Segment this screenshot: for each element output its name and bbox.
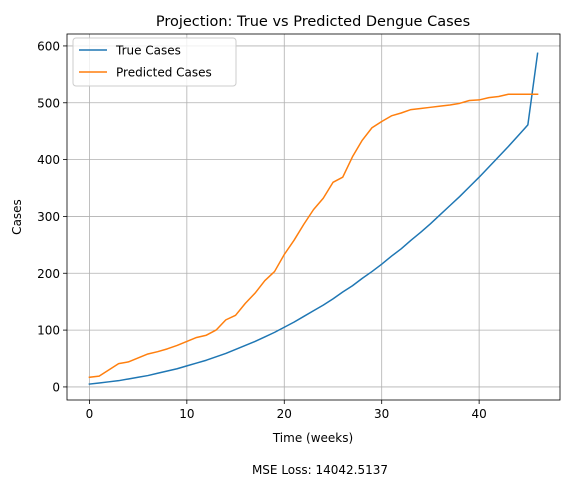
series-layer xyxy=(88,52,539,385)
legend-label-true-cases: True Cases xyxy=(115,44,181,58)
x-axis-label: Time (weeks) xyxy=(272,431,353,445)
y-tick-label: 500 xyxy=(37,96,60,110)
y-tick-label: 300 xyxy=(37,210,60,224)
y-axis-label: Cases xyxy=(10,199,24,235)
x-tick-label: 30 xyxy=(374,407,389,421)
y-tick-label: 400 xyxy=(37,153,60,167)
plot-background xyxy=(67,34,560,400)
x-axis: 0 10 20 30 40 xyxy=(86,400,487,421)
series-line-predicted-cases xyxy=(88,93,539,379)
mse-loss-caption: MSE Loss: 14042.5137 xyxy=(252,463,388,477)
y-tick-label: 600 xyxy=(37,39,60,53)
y-tick-label: 0 xyxy=(52,380,60,394)
x-tick-label: 10 xyxy=(179,407,194,421)
x-tick-label: 20 xyxy=(277,407,292,421)
y-axis: 0 100 200 300 400 500 600 xyxy=(37,39,67,394)
axes-frame xyxy=(66,33,561,401)
y-tick-label: 100 xyxy=(37,324,60,338)
x-tick-label: 0 xyxy=(86,407,94,421)
chart-title: Projection: True vs Predicted Dengue Cas… xyxy=(156,14,470,30)
series-line-true-cases xyxy=(88,52,539,385)
x-tick-label: 40 xyxy=(471,407,486,421)
plot-area xyxy=(66,33,561,401)
grid xyxy=(67,34,560,400)
legend-box xyxy=(72,37,237,87)
legend: True Cases Predicted Cases xyxy=(72,37,237,87)
legend-label-predicted-cases: Predicted Cases xyxy=(116,66,212,80)
y-tick-label: 200 xyxy=(37,267,60,281)
